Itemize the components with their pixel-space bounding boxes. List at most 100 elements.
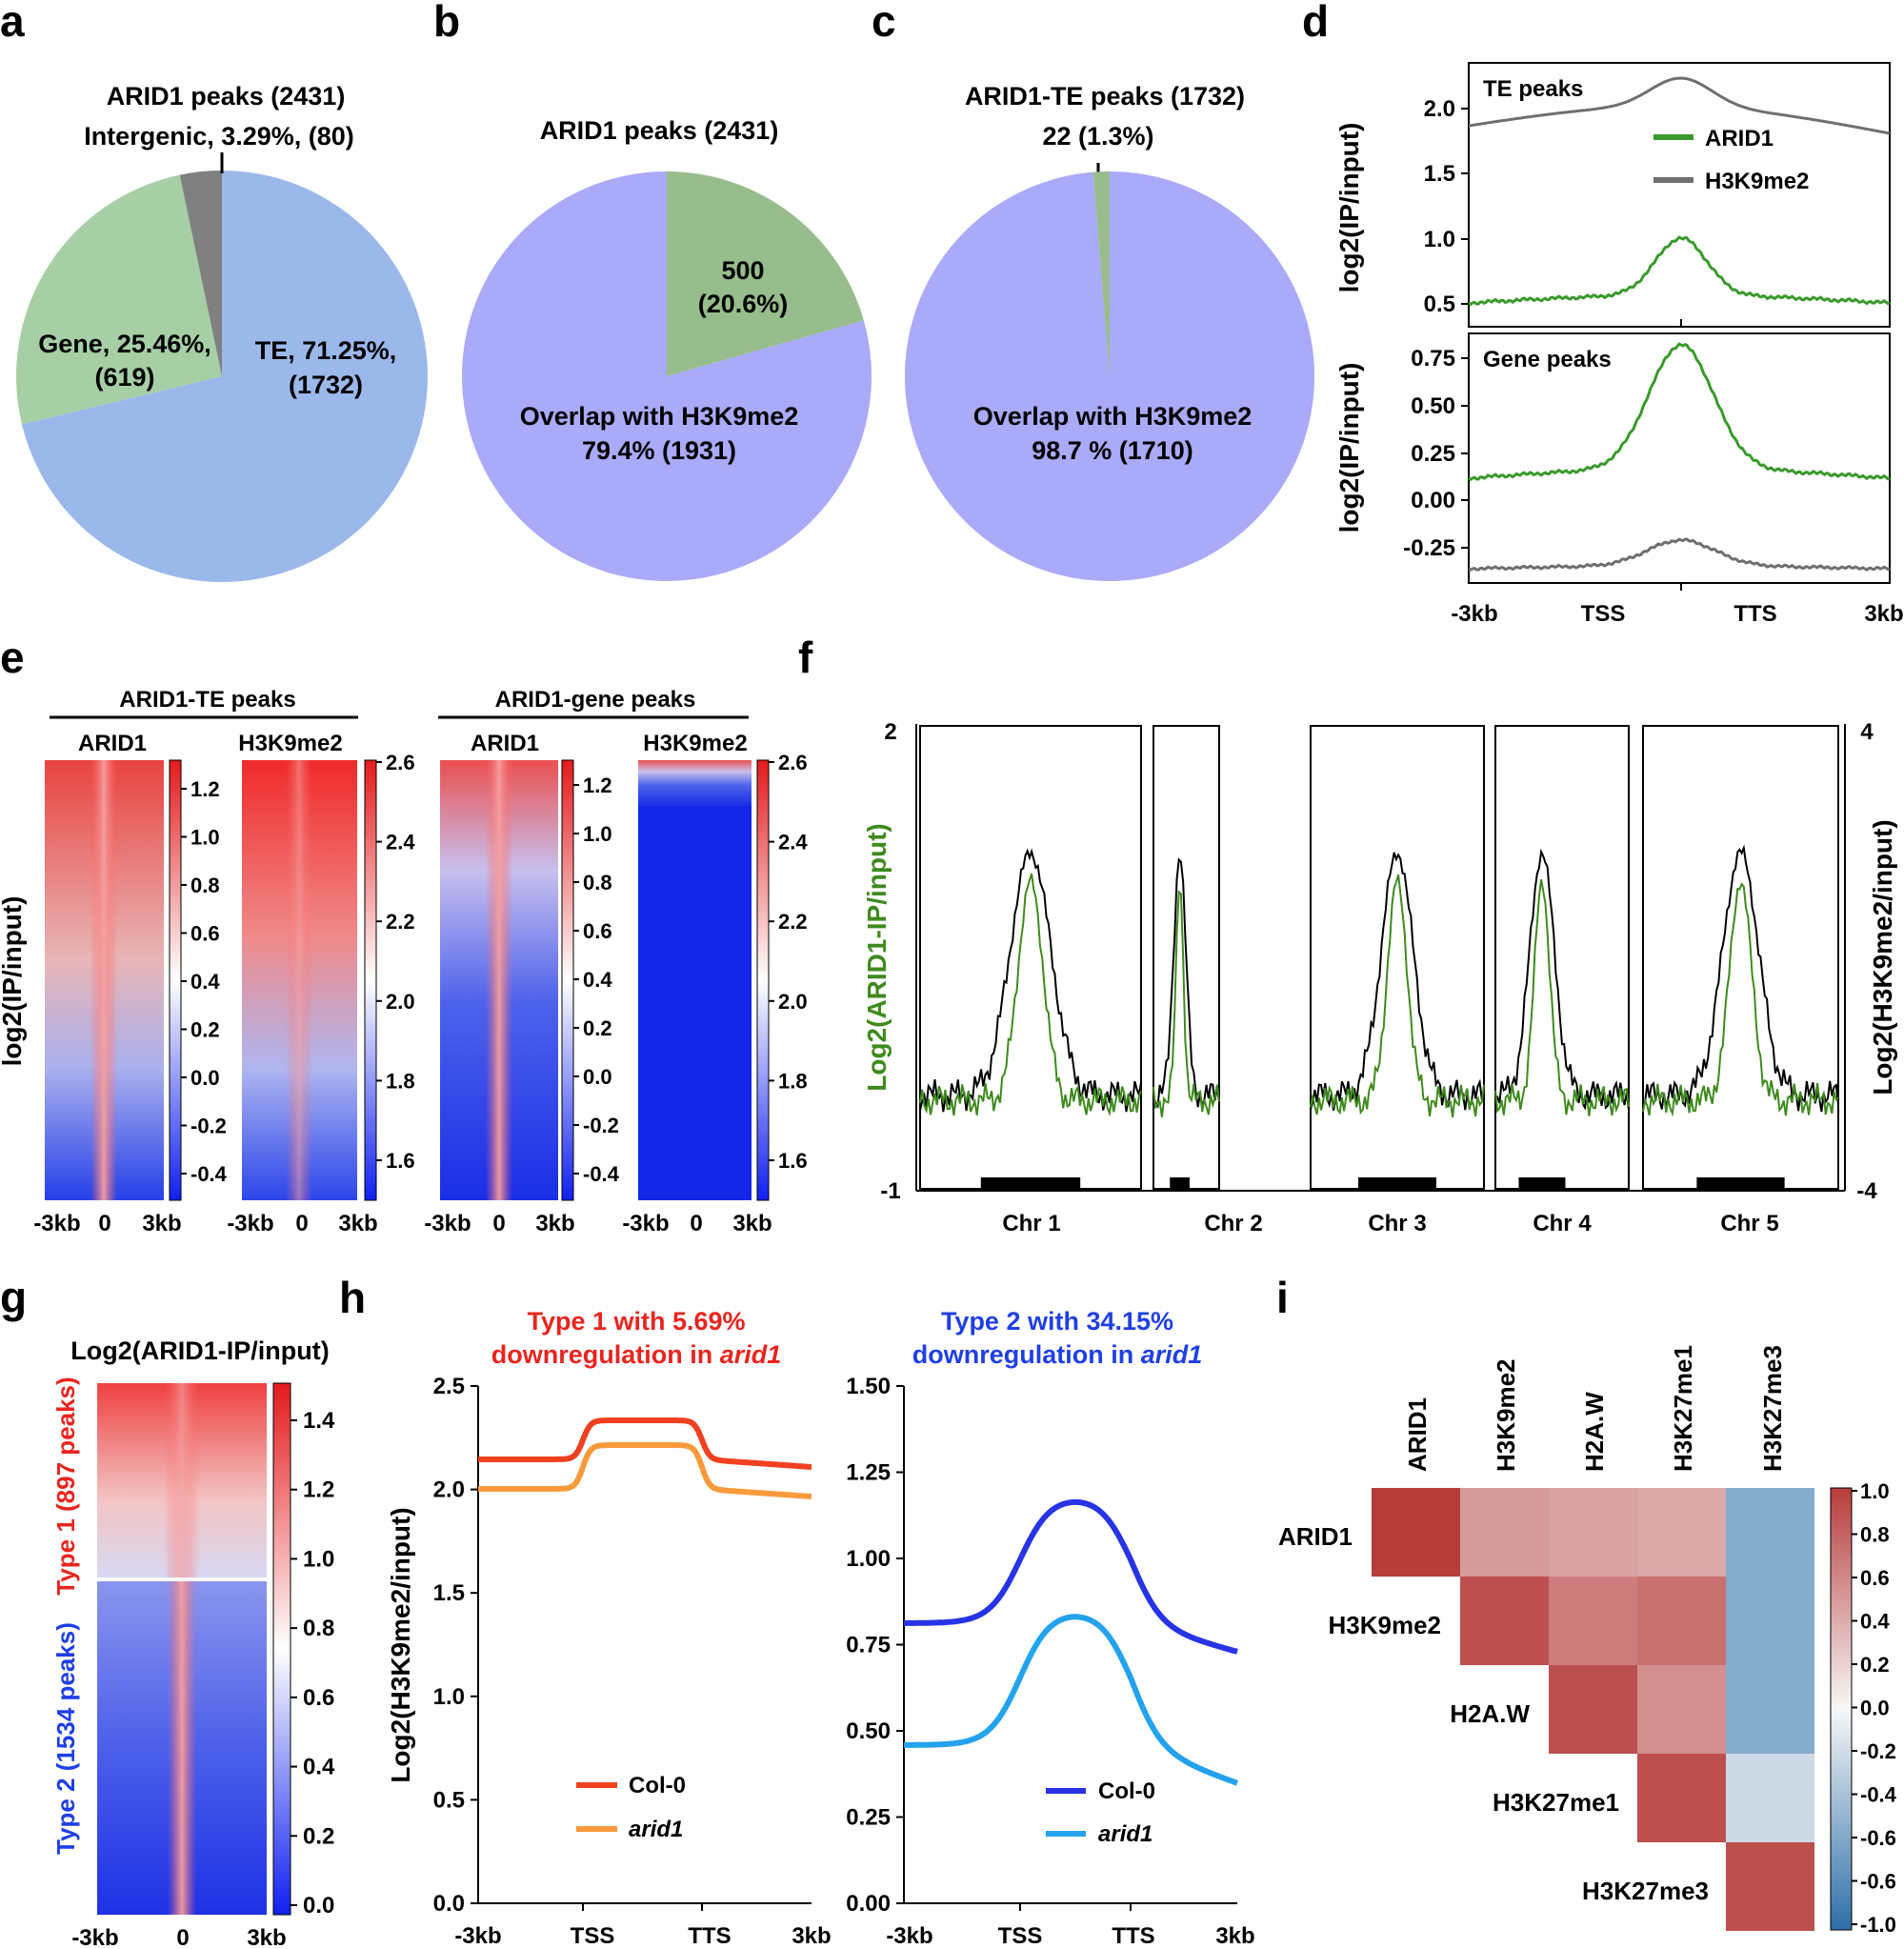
e-colorbar-tick: 1.8	[386, 1069, 415, 1093]
panel-letter-i: i	[1276, 1273, 1289, 1322]
e-colorbar-tick: 1.2	[190, 777, 220, 801]
e-xtick: 0	[295, 1211, 308, 1236]
e-colorbar-tick: 1.2	[583, 774, 612, 797]
panel-g: Log2(ARID1-IP/input) 1.4 1.2 1.0 0.8 0.6 0.4 0…	[51, 1336, 335, 1949]
f-chr-label: Chr 5	[1720, 1211, 1778, 1236]
i-cell	[1460, 1488, 1549, 1577]
d-bottom-title: Gene peaks	[1483, 347, 1612, 372]
panel-e: ARID1-TE peaks ARID1-gene peaks ARID1 H3…	[0, 687, 808, 1236]
pie-a-intergenic-label: Intergenic, 3.29%, (80)	[84, 122, 354, 151]
pie-a-slice	[179, 171, 222, 376]
h-xtick: 3kb	[792, 1923, 831, 1949]
h-left-title-line1: Type 1 with 5.69%	[527, 1307, 745, 1336]
h-right-title-line1: Type 2 with 34.15%	[941, 1307, 1173, 1336]
h-xtick: TSS	[998, 1923, 1043, 1949]
i-colorbar-tick: -1.0	[1860, 1913, 1896, 1937]
h-right-ytick: 0.00	[846, 1891, 891, 1917]
i-col-label: H2A.W	[1580, 1392, 1609, 1472]
d-top-ylabel: log2(IP/input)	[1334, 123, 1364, 293]
i-cell	[1637, 1665, 1726, 1754]
e-colorbar-tick: 2.6	[386, 751, 415, 774]
i-colorbar-tick: -0.4	[1860, 1783, 1897, 1807]
i-cell	[1726, 1577, 1814, 1665]
panel-letter-g: g	[0, 1273, 27, 1322]
e-colorbar-tick: 0.6	[190, 922, 220, 946]
e-xtick: 3kb	[535, 1211, 574, 1236]
i-colorbar-tick: 0.4	[1860, 1610, 1890, 1634]
d-top-title: TE peaks	[1483, 76, 1583, 102]
h-left-ytick: 0.0	[433, 1891, 465, 1917]
e-colorbar-tick: 2.2	[778, 910, 808, 934]
f-centromere-bar	[1696, 1177, 1785, 1189]
pie-c-slice	[905, 171, 1315, 582]
f-arid1-line	[919, 873, 1142, 1117]
pie-a-title: ARID1 peaks (2431)	[107, 82, 346, 111]
i-row-label: ARID1	[1278, 1522, 1353, 1551]
pie-a-te-label: TE, 71.25%,	[255, 336, 397, 365]
i-row-label: H3K27me1	[1493, 1788, 1619, 1817]
h-right-arid1-line	[904, 1614, 1239, 1786]
h-lines	[478, 1417, 1239, 1786]
i-row-label: H2A.W	[1450, 1699, 1530, 1728]
d-top-ytick: 1.0	[1424, 227, 1455, 252]
h-xtick: 3kb	[1215, 1923, 1254, 1949]
pie-c-slice2-label: Overlap with H3K9me2	[973, 402, 1253, 431]
e-colorbar-tick: 0.4	[190, 970, 220, 994]
panel-d: TE peaks Gene peaks 2.0 1.5 1.0 0.5 0.75…	[1334, 62, 1904, 627]
d-xtick: -3kb	[1451, 601, 1497, 627]
f-chr-label: Chr 4	[1533, 1211, 1592, 1236]
g-heatmap-type1	[97, 1383, 267, 1578]
e-colorbar-tick: 1.0	[190, 826, 220, 850]
i-cell	[1726, 1488, 1814, 1577]
d-legend-h3k9: H3K9me2	[1705, 169, 1809, 194]
h-left-col0-line	[478, 1417, 812, 1470]
h-xtick: TSS	[571, 1923, 615, 1949]
i-colorbar-tick: 0.2	[1860, 1653, 1890, 1677]
h-xtick: TTS	[1112, 1923, 1154, 1949]
f-left-bottom-tick: -1	[880, 1178, 900, 1204]
e-xtick: 0	[492, 1211, 505, 1236]
i-cell	[1726, 1754, 1814, 1842]
e-colorbar-tick: -0.2	[190, 1115, 227, 1138]
d-top-frame	[1468, 62, 1891, 328]
i-colorbar-tick: 0.6	[1860, 1566, 1890, 1590]
e-xtick: -3kb	[424, 1211, 471, 1236]
f-ylabel-right: Log2(H3K9me2/input)	[1868, 819, 1897, 1095]
d-bottom-ytick: 0.75	[1411, 346, 1455, 372]
e-colorbar-tick: 2.0	[386, 990, 415, 1014]
panel-c: ARID1-TE peaks (1732) 22 (1.3%) Overlap …	[905, 82, 1315, 582]
d-bottom-ylabel: log2(IP/input)	[1334, 363, 1364, 533]
e-colorbar-tick: 0.2	[190, 1018, 220, 1042]
d-top-h3k9-line	[1468, 76, 1891, 135]
pie-c-title: ARID1-TE peaks (1732)	[965, 82, 1245, 111]
d-bottom-ytick: 0.50	[1411, 393, 1455, 419]
f-h3k9-line	[1310, 852, 1485, 1112]
g-heatmap-type2	[97, 1581, 267, 1915]
h-right-ytick: 0.25	[846, 1805, 891, 1831]
panel-letter-d: d	[1302, 0, 1329, 46]
panel-letter-e: e	[0, 633, 25, 682]
e-group2-title: ARID1-gene peaks	[495, 687, 696, 713]
d-bottom-h3k9-line	[1468, 537, 1891, 572]
pie-a-slice	[21, 171, 429, 582]
h-right-ytick: 1.00	[846, 1546, 891, 1572]
e-colorbar-tick: 1.6	[778, 1149, 808, 1173]
pie-b-title: ARID1 peaks (2431)	[540, 116, 779, 145]
g-xtick: 3kb	[247, 1925, 286, 1949]
i-colorbar-ticks: 1.0 0.8 0.6 0.4 0.2 0.0 -0.2 -0.4 -0.6 -0.6 -1.0	[1852, 1479, 1897, 1937]
i-colorbar-tick: -0.2	[1860, 1739, 1896, 1763]
e-colorbar-tick: 0.6	[583, 919, 612, 943]
e-xtick: 3kb	[338, 1211, 377, 1236]
f-right-bottom-tick: -4	[1856, 1178, 1877, 1204]
e-col-label: H3K9me2	[238, 731, 342, 756]
e-xtick: -3kb	[33, 1211, 80, 1236]
f-h3k9-line	[1152, 857, 1220, 1109]
pie-a	[16, 171, 429, 582]
e-colorbar-tick: 2.2	[386, 910, 415, 934]
g-colorbar-tick: 0.6	[303, 1685, 334, 1711]
e-colorbar-tick: 2.6	[778, 751, 808, 774]
g-colorbar-tick: 1.0	[303, 1546, 334, 1572]
d-bottom-ytick: 0.25	[1411, 441, 1455, 467]
e-xtick: -3kb	[622, 1211, 669, 1236]
